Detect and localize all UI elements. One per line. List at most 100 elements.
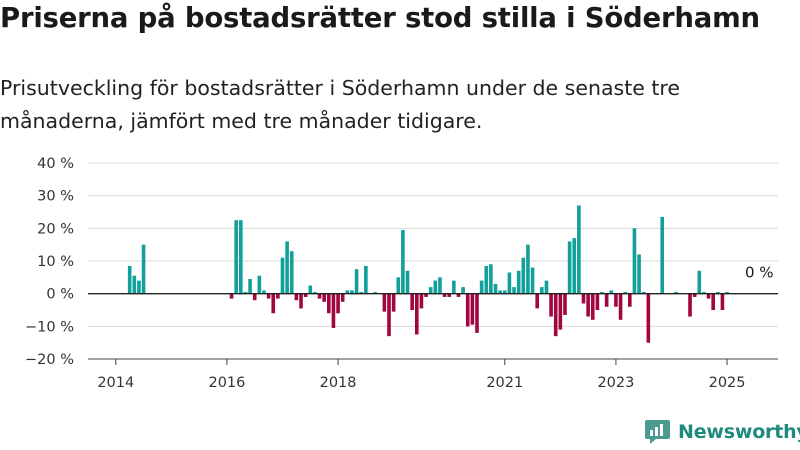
bars <box>127 205 729 343</box>
bar <box>581 293 586 304</box>
bar <box>410 293 414 310</box>
bar <box>359 292 364 294</box>
bar <box>553 293 558 337</box>
bar <box>637 254 641 294</box>
bar <box>285 241 289 294</box>
bar <box>479 280 484 294</box>
bar <box>340 293 345 302</box>
y-tick-label: 20 % <box>37 221 74 237</box>
bar <box>248 278 252 294</box>
bar <box>590 293 595 320</box>
bar <box>604 293 609 307</box>
bar <box>646 293 651 343</box>
bar <box>475 293 479 333</box>
bar <box>452 280 456 294</box>
bar <box>725 292 729 294</box>
bar <box>419 293 424 309</box>
bar <box>674 292 678 294</box>
y-tick-label: −10 % <box>25 319 74 335</box>
bar <box>600 292 604 294</box>
bar <box>424 293 428 297</box>
bar <box>465 293 470 327</box>
y-tick-label: 0 % <box>46 287 74 303</box>
bar <box>628 293 632 307</box>
bar <box>276 293 280 299</box>
bar <box>266 293 271 299</box>
bar <box>438 277 442 294</box>
bar <box>641 292 646 294</box>
bar <box>428 287 433 294</box>
bar <box>345 290 350 294</box>
x-tick-label: 2021 <box>486 375 523 391</box>
bar <box>493 283 498 294</box>
bar <box>526 244 530 294</box>
bar <box>299 293 303 309</box>
brand-name: Newsworthy <box>678 420 800 443</box>
bar <box>257 275 262 294</box>
bar <box>141 244 146 294</box>
bar <box>540 287 544 294</box>
bar <box>692 293 697 297</box>
bar <box>447 293 452 297</box>
bar <box>350 290 354 294</box>
x-tick-label: 2025 <box>709 375 746 391</box>
bar <box>563 293 567 315</box>
bar <box>234 220 238 294</box>
bar <box>327 293 331 314</box>
y-tick-label: 10 % <box>37 254 74 270</box>
bar <box>558 293 563 330</box>
bar <box>567 241 572 294</box>
bar <box>262 290 266 294</box>
bar <box>623 292 627 294</box>
bar <box>308 285 313 294</box>
chart-subtitle: Prisutveckling för bostadsrätter i Söder… <box>0 76 681 133</box>
bar <box>132 275 137 294</box>
bar <box>632 228 637 294</box>
y-tick-label: 30 % <box>37 189 74 205</box>
x-axis: 2014 2016 2018 2021 2023 2025 <box>88 293 778 391</box>
bar <box>401 229 405 294</box>
bar <box>137 280 141 294</box>
bar <box>414 293 419 335</box>
bar <box>618 293 623 320</box>
bar <box>688 293 692 317</box>
bar <box>252 293 257 301</box>
bar <box>498 290 502 294</box>
x-tick-label: 2023 <box>597 375 634 391</box>
bar <box>456 293 461 297</box>
bar <box>433 280 438 294</box>
bar <box>229 293 234 299</box>
x-tick-label: 2018 <box>320 375 357 391</box>
brand-logo: Newsworthy <box>644 418 800 445</box>
bar <box>303 293 308 297</box>
bar <box>706 293 711 299</box>
bar <box>595 293 600 310</box>
bar <box>702 292 706 294</box>
bar <box>507 272 512 294</box>
bar <box>544 280 549 294</box>
bar <box>280 257 285 294</box>
bar <box>586 293 590 317</box>
bar <box>243 292 248 294</box>
bar <box>516 270 521 294</box>
bar <box>387 293 391 337</box>
bar <box>294 293 299 301</box>
bar <box>502 290 507 294</box>
bar <box>715 292 720 294</box>
y-axis: −20 % −10 % 0 % 10 % 20 % 30 % 40 % <box>25 156 74 368</box>
bar <box>711 293 715 310</box>
bar <box>489 264 493 294</box>
bar <box>697 270 702 294</box>
y-tick-label: 40 % <box>37 156 74 172</box>
bar <box>313 292 317 294</box>
chart-title: Priserna på bostadsrätter stod stilla i … <box>0 2 760 34</box>
bar <box>572 238 577 294</box>
gridlines <box>88 162 778 360</box>
bar <box>535 293 539 309</box>
bar <box>470 293 475 325</box>
bar <box>239 220 243 294</box>
bar <box>609 290 614 294</box>
bar <box>396 277 401 294</box>
bar <box>322 293 326 302</box>
